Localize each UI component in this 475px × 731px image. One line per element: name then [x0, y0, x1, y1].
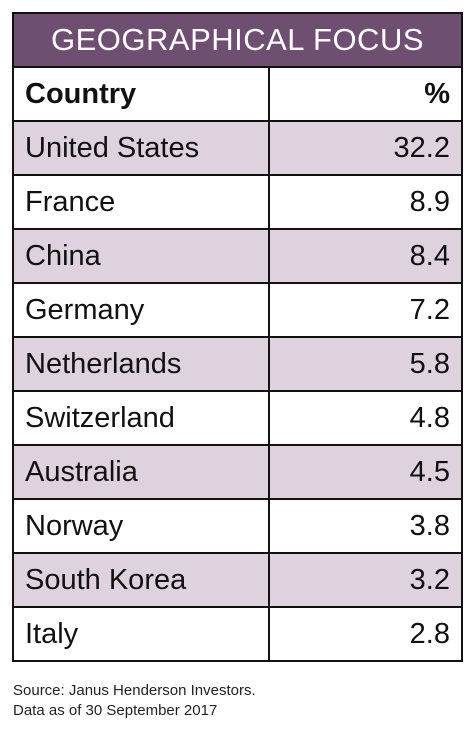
percent-cell: 4.8 [409, 401, 450, 434]
percent-cell: 5.8 [409, 347, 450, 380]
country-cell: Switzerland [14, 392, 270, 444]
percent-cell: 32.2 [393, 131, 450, 164]
table-header-row: Country % [14, 68, 461, 122]
table-row: France 8.9 [14, 176, 461, 230]
table-row: South Korea 3.2 [14, 554, 461, 608]
header-country: Country [14, 68, 270, 120]
table-row: Netherlands 5.8 [14, 338, 461, 392]
country-cell: Germany [14, 284, 270, 336]
table-row: China 8.4 [14, 230, 461, 284]
percent-cell: 8.9 [409, 185, 450, 218]
percent-cell: 2.8 [409, 617, 450, 650]
table-row: United States 32.2 [14, 122, 461, 176]
percent-cell: 7.2 [409, 293, 450, 326]
table-body: United States 32.2 France 8.9 China 8.4 German… [14, 122, 461, 660]
table-row: Australia 4.5 [14, 446, 461, 500]
country-cell: Netherlands [14, 338, 270, 390]
table-title: GEOGRAPHICAL FOCUS [14, 14, 461, 68]
table-row: Germany 7.2 [14, 284, 461, 338]
percent-cell: 3.2 [409, 563, 450, 596]
table-row: Italy 2.8 [14, 608, 461, 660]
source-note: Source: Janus Henderson Investors. Data … [13, 681, 256, 721]
table-row: Switzerland 4.8 [14, 392, 461, 446]
source-line: Source: Janus Henderson Investors. [13, 682, 256, 699]
country-cell: China [14, 230, 270, 282]
percent-cell: 4.5 [409, 455, 450, 488]
country-cell: Italy [14, 608, 270, 660]
country-cell: South Korea [14, 554, 270, 606]
geographical-focus-table: GEOGRAPHICAL FOCUS Country % United Stat… [12, 12, 463, 662]
country-cell: France [14, 176, 270, 228]
country-cell: Australia [14, 446, 270, 498]
percent-cell: 3.8 [409, 509, 450, 542]
data-date-line: Data as of 30 September 2017 [13, 702, 218, 719]
country-cell: United States [14, 122, 270, 174]
percent-cell: 8.4 [409, 239, 450, 272]
table-row: Norway 3.8 [14, 500, 461, 554]
country-cell: Norway [14, 500, 270, 552]
header-percent: % [424, 77, 450, 110]
